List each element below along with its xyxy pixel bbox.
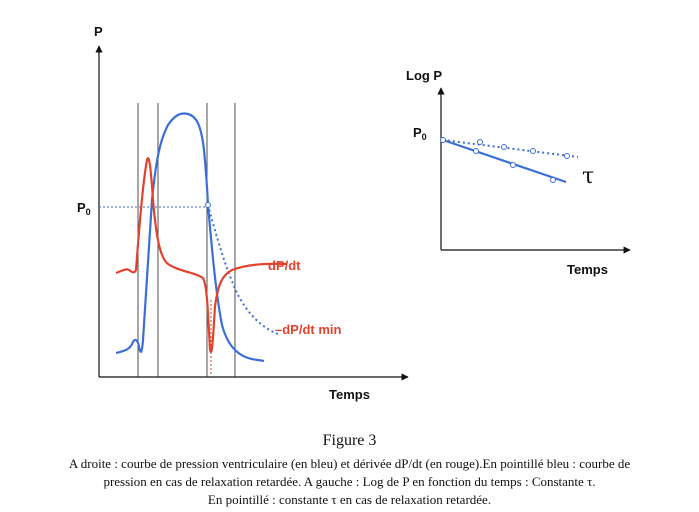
tau-solid-line [442, 138, 567, 184]
dotted-point [501, 144, 507, 150]
caption-title: Figure 3 [322, 432, 377, 449]
dpdt-curve [115, 157, 288, 353]
right-y-axis-label: Log P [406, 68, 442, 83]
solid-point [550, 177, 556, 183]
dotted-points [477, 139, 570, 159]
solid-point [473, 148, 479, 154]
caption-line: En pointillé : constante τ en cas de rel… [207, 492, 492, 507]
solid-point [440, 137, 446, 143]
solid-points [440, 137, 556, 183]
left-p0-label: P0 [77, 200, 91, 217]
delayed-relaxation-curve [207, 204, 279, 335]
dotted-point [564, 153, 570, 159]
dotted-point [530, 148, 536, 154]
caption-line: pression en cas de relaxation retardée. … [103, 474, 596, 489]
solid-point [510, 162, 516, 168]
left-y-axis-label: P [94, 24, 103, 39]
tau-dotted-line [442, 139, 579, 158]
right-x-axis-label: Temps [567, 262, 608, 277]
p0-marker [205, 202, 211, 208]
caption-line: A droite : courbe de pression ventricula… [68, 456, 631, 471]
dpdt-min-label: –dP/dt min [275, 322, 342, 337]
caption-body: A droite : courbe de pression ventricula… [0, 455, 699, 509]
right-p0-label: P0 [413, 125, 427, 142]
left-x-axis-label: Temps [329, 387, 370, 402]
dotted-point [477, 139, 483, 145]
pressure-curve [115, 112, 265, 363]
left-panel: P Temps P0 dP/dt –dP/dt min [77, 24, 409, 402]
tau-label: τ [582, 164, 594, 189]
right-panel: Log P Temps P0 τ [406, 68, 631, 277]
dpdt-label: dP/dt [268, 258, 301, 273]
